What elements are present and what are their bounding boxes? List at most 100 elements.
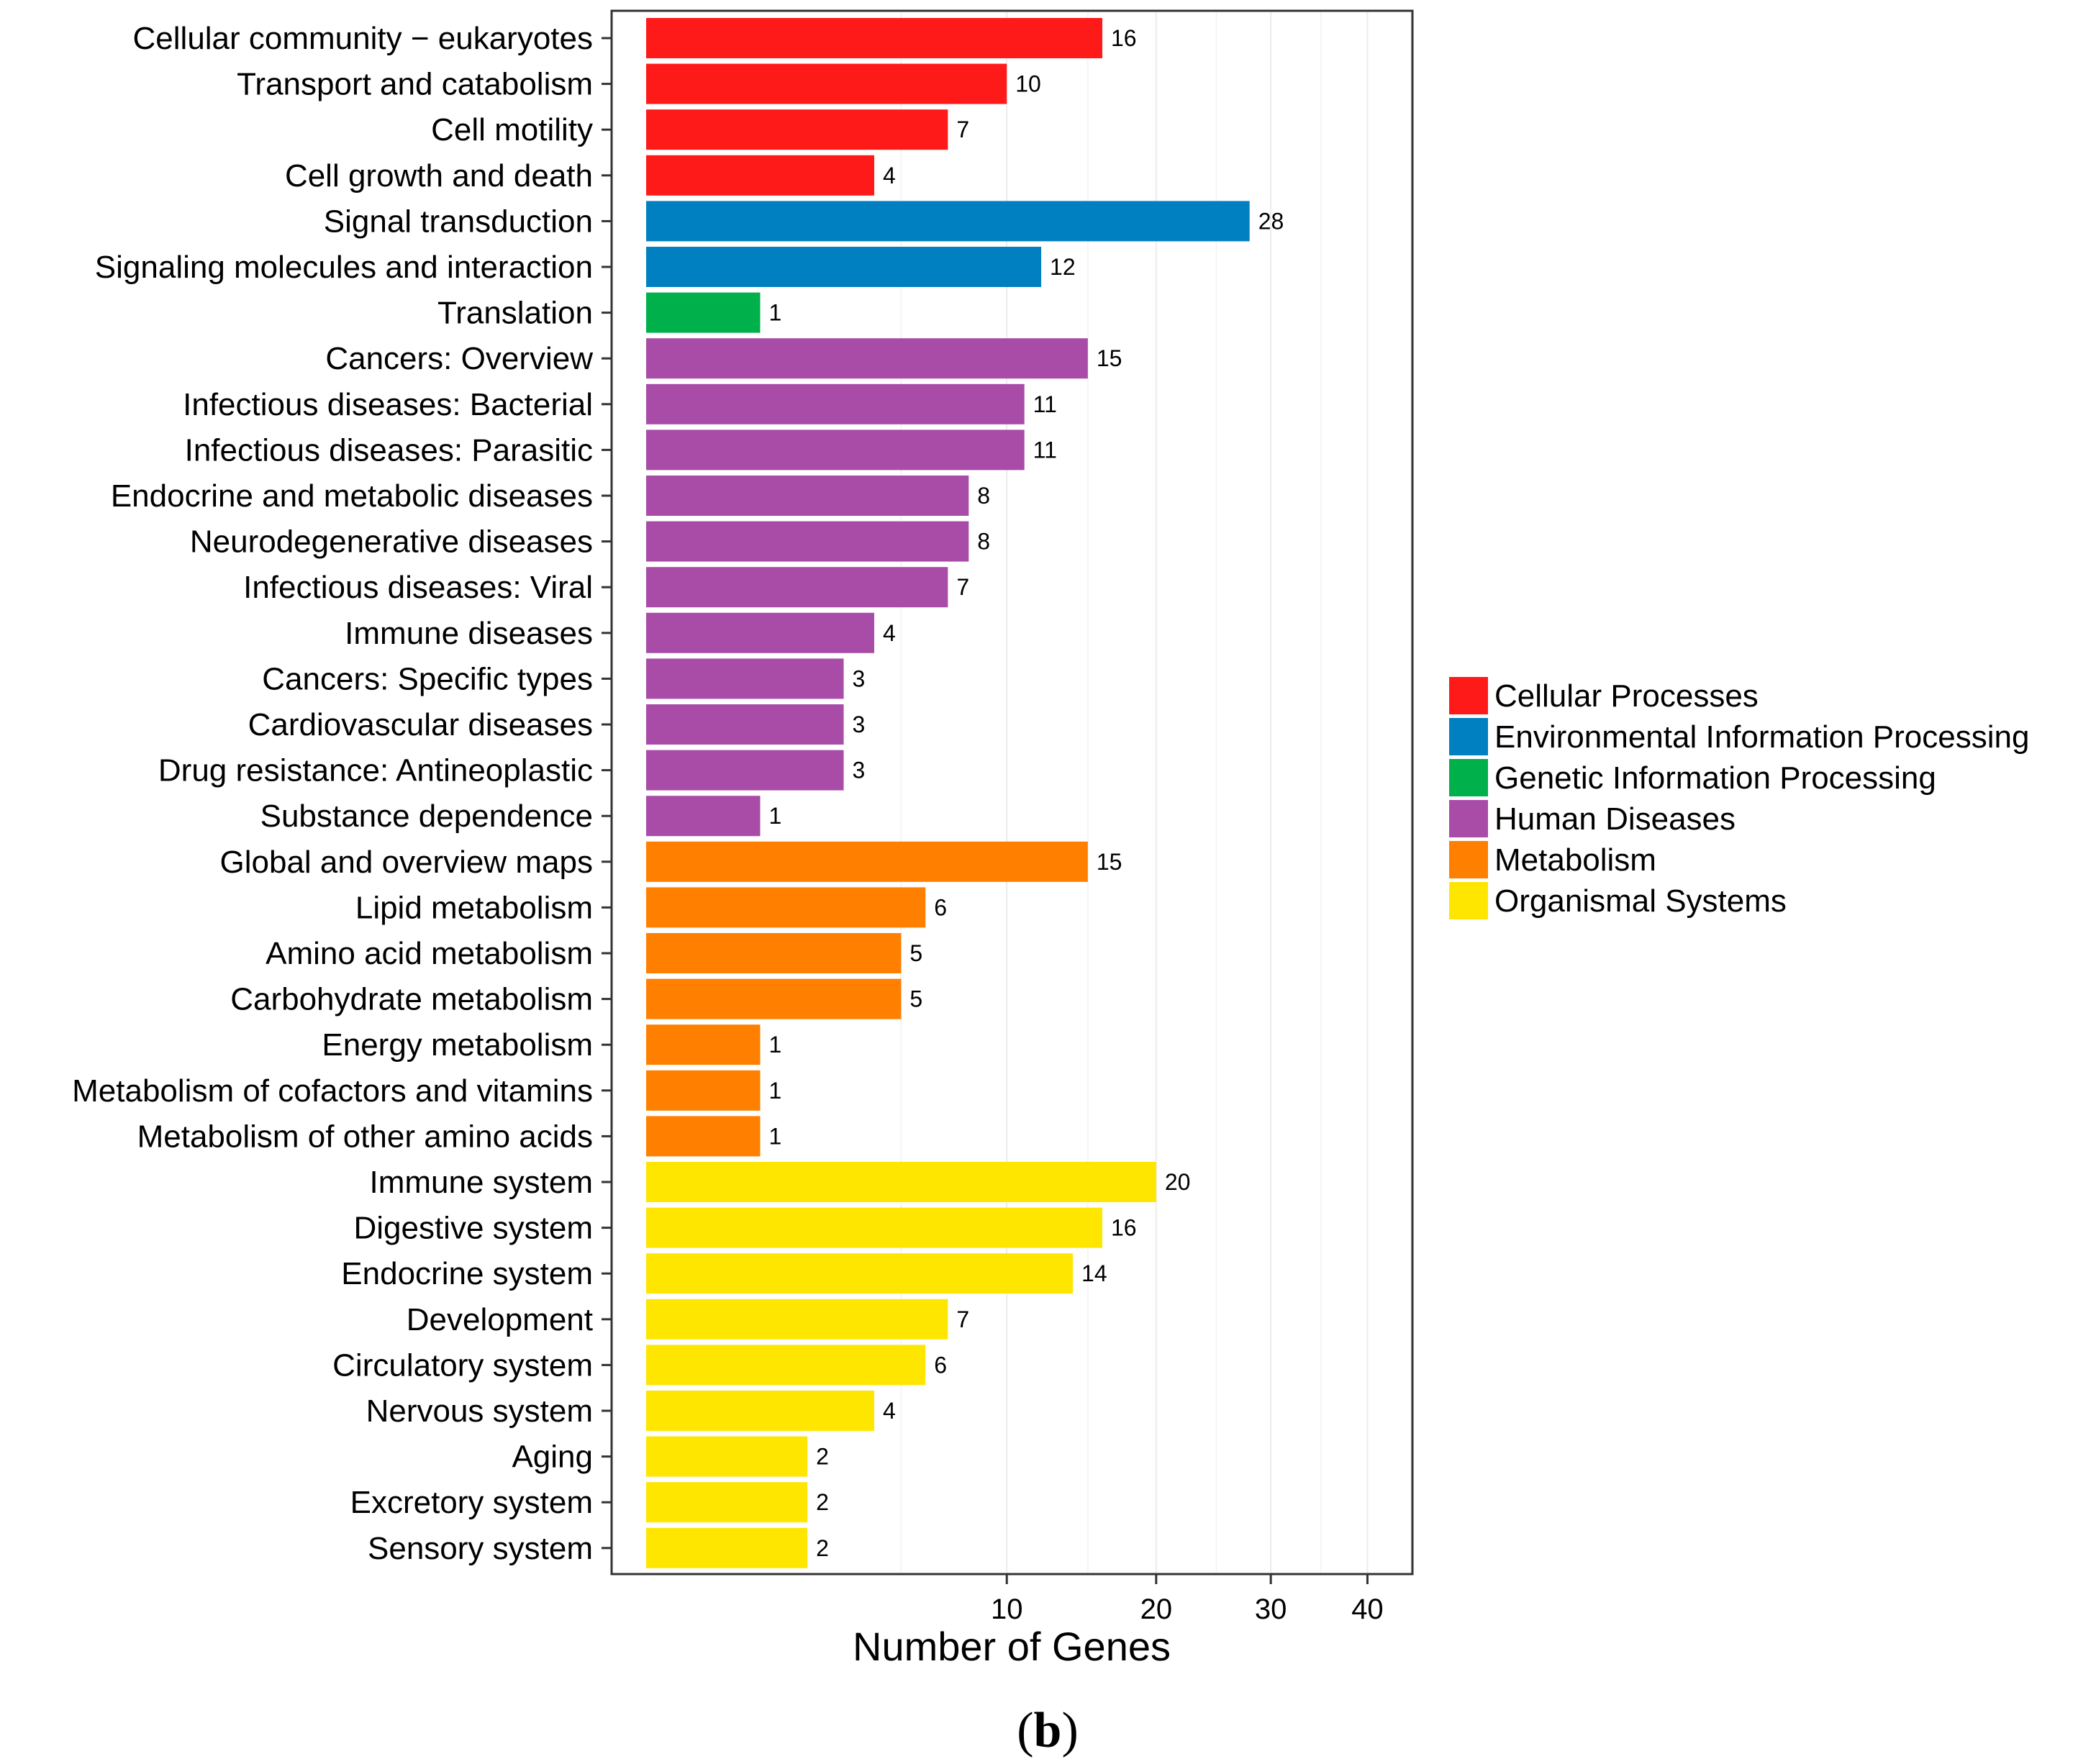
category-label: Lipid metabolism — [355, 890, 593, 925]
category-label: Substance dependence — [260, 799, 593, 834]
bar — [646, 1253, 1074, 1294]
category-label: Cell growth and death — [285, 158, 593, 194]
bar-value-label: 5 — [909, 986, 922, 1012]
bar-value-label: 16 — [1111, 1215, 1137, 1241]
bar — [646, 476, 969, 516]
bar — [646, 567, 948, 608]
legend: Cellular Processes Environmental Informat… — [1448, 676, 2029, 921]
bar-value-label: 5 — [909, 940, 922, 966]
bar — [646, 1391, 874, 1431]
bar — [646, 1436, 808, 1477]
legend-key — [1448, 881, 1489, 921]
category-label: Translation — [437, 296, 593, 331]
bar — [646, 109, 948, 150]
bar-value-label: 11 — [1033, 437, 1057, 463]
bar — [646, 1162, 1156, 1202]
x-tick-label: 10 — [991, 1593, 1023, 1625]
bar-value-label: 4 — [883, 1398, 896, 1424]
bar — [646, 1116, 761, 1157]
x-tick-label: 30 — [1255, 1593, 1287, 1625]
bar-value-label: 7 — [956, 1306, 969, 1332]
bar — [646, 429, 1025, 470]
bar — [646, 612, 874, 653]
bar-value-label: 8 — [977, 483, 990, 509]
bar — [646, 155, 874, 196]
bar-value-label: 3 — [853, 711, 866, 737]
bar — [646, 887, 926, 928]
category-label: Metabolism of other amino acids — [137, 1119, 593, 1154]
category-label: Infectious diseases: Parasitic — [185, 432, 593, 468]
x-axis-ticks: 10 20 30 40 — [991, 1574, 1384, 1625]
category-label: Digestive system — [353, 1211, 593, 1246]
legend-label: Genetic Information Processing — [1494, 760, 1936, 796]
bar-value-label: 10 — [1015, 71, 1041, 97]
bar — [646, 63, 1007, 104]
category-label: Metabolism of cofactors and vitamins — [72, 1073, 593, 1109]
bar — [646, 933, 902, 973]
bar-value-label: 7 — [956, 574, 969, 600]
bar — [646, 750, 844, 791]
panel-label-open: ( — [1017, 1703, 1033, 1758]
category-label: Signal transduction — [324, 204, 593, 239]
legend-key — [1448, 840, 1489, 880]
legend-key — [1448, 799, 1489, 839]
category-label: Transport and catabolism — [237, 67, 593, 102]
bar-value-label: 3 — [853, 665, 866, 691]
bar-value-label: 2 — [816, 1444, 829, 1470]
bar — [646, 1482, 808, 1523]
category-label: Endocrine system — [341, 1256, 593, 1291]
bar — [646, 1024, 761, 1065]
category-label: Infectious diseases: Viral — [243, 570, 593, 605]
bar-value-label: 20 — [1165, 1169, 1191, 1195]
category-label: Circulatory system — [332, 1347, 593, 1383]
panel-label: (b) — [1017, 1703, 1079, 1758]
category-label: Cell motility — [431, 112, 593, 147]
category-label: Cancers: Specific types — [262, 661, 593, 696]
bar-value-label: 1 — [769, 300, 782, 326]
x-tick-label: 40 — [1351, 1593, 1384, 1625]
bar-value-label: 2 — [816, 1489, 829, 1515]
category-label: Aging — [512, 1440, 593, 1475]
bar-value-label: 8 — [977, 529, 990, 555]
bar-value-label: 15 — [1097, 345, 1122, 371]
legend-label: Human Diseases — [1494, 801, 1736, 837]
bar-value-label: 1 — [769, 1032, 782, 1058]
category-labels: Cellular community − eukaryotes Transport… — [72, 21, 612, 1566]
legend-key — [1448, 717, 1489, 757]
legend-label: Environmental Information Processing — [1494, 719, 2029, 755]
bar-value-label: 16 — [1111, 25, 1137, 51]
bar — [646, 978, 902, 1019]
bar — [646, 1299, 948, 1340]
category-label: Energy metabolism — [322, 1027, 593, 1063]
bar — [646, 521, 969, 562]
bar — [646, 383, 1025, 424]
category-label: Cellular community − eukaryotes — [133, 21, 593, 56]
bar-value-label: 3 — [853, 758, 866, 783]
legend-key — [1448, 758, 1489, 798]
panel-label-close: ) — [1061, 1703, 1078, 1758]
bar — [646, 704, 844, 745]
category-label: Nervous system — [366, 1394, 593, 1429]
bar — [646, 247, 1042, 287]
category-label: Cancers: Overview — [325, 341, 593, 376]
bar-value-label: 12 — [1050, 254, 1076, 280]
bar-value-label: 4 — [883, 620, 896, 646]
bar — [646, 338, 1088, 379]
value-labels: 1610742812115111188743331156551112016147… — [769, 25, 1284, 1561]
panel-label-letter: b — [1034, 1703, 1062, 1758]
category-label: Endocrine and metabolic diseases — [111, 478, 593, 514]
bar — [646, 1345, 926, 1386]
category-label: Signaling molecules and interaction — [95, 250, 593, 285]
bars — [646, 18, 1250, 1568]
category-label: Global and overview maps — [220, 845, 593, 880]
category-label: Sensory system — [368, 1531, 593, 1566]
x-axis-title: Number of Genes — [853, 1624, 1171, 1669]
bar-value-label: 6 — [934, 894, 947, 920]
bar — [646, 292, 761, 333]
bar-value-label: 14 — [1081, 1260, 1107, 1286]
bar — [646, 1527, 808, 1568]
x-tick-label: 20 — [1140, 1593, 1173, 1625]
bar-value-label: 1 — [769, 803, 782, 829]
plot-panel-border — [610, 9, 1414, 1576]
